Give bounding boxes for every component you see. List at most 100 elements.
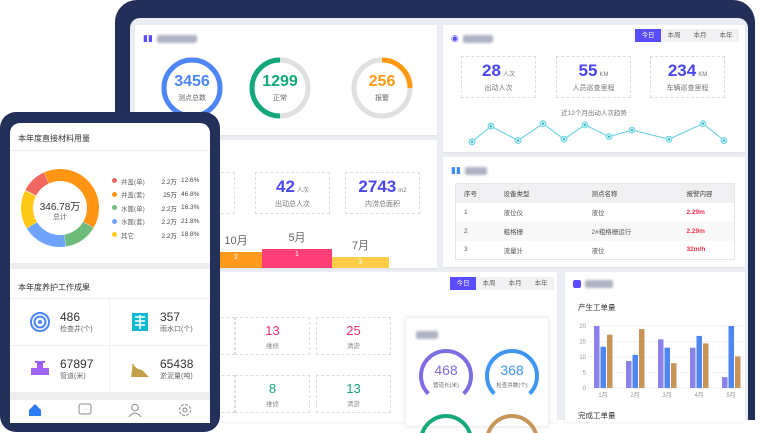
tab-week[interactable]: 本周: [661, 29, 687, 42]
tab-month[interactable]: 本月: [687, 29, 713, 42]
stat-value: 2743: [358, 177, 397, 196]
gauge-value: 468: [434, 362, 458, 378]
stat-label: 人员巡查里程: [572, 85, 615, 92]
ring-gauge: 3456 测点总数: [160, 56, 224, 120]
col-header: 序号: [455, 183, 496, 203]
result-tile[interactable]: 486 检查井(个): [10, 299, 110, 346]
bar: [735, 356, 741, 388]
stat-label: 维修: [266, 401, 279, 408]
bar: [664, 347, 670, 388]
x-tick-label: 2月: [630, 392, 639, 399]
table-cell: 液位: [591, 210, 605, 217]
realtime-data-card: ▮▮ 序号 设备类型 测点名称 报警内容 1 液位仪 液位 2.29m 2 粗格栅 2#粗格…: [443, 157, 745, 267]
x-tick-label: 1月: [598, 392, 607, 399]
legend-amount: 2.2万: [161, 178, 177, 186]
result-value: 357: [160, 310, 181, 324]
arc-gauge: 368 检查井数(个): [484, 348, 540, 404]
stat-value: 13: [346, 381, 361, 396]
gauge-arc: [485, 349, 539, 396]
table-cell: 流量计: [503, 247, 524, 255]
table-cell: 2.29m: [678, 221, 735, 241]
section-separator: [10, 392, 210, 400]
tab-year[interactable]: 本年: [713, 29, 739, 42]
stat-label: 维修: [266, 343, 279, 350]
legend-dot: [112, 205, 117, 211]
table-cell: 液位: [591, 247, 605, 255]
settings-icon: [178, 403, 192, 423]
divider: [10, 298, 210, 299]
tab-month[interactable]: 本月: [502, 277, 528, 290]
ring-gauge: 1299 正常: [248, 56, 312, 120]
gauge-value: 368: [500, 362, 524, 378]
ring-gauge: 256 报警: [350, 56, 414, 120]
stat-staff-mileage: 55 KM 人员巡查里程: [556, 56, 631, 98]
card-title-blurred: [156, 34, 197, 43]
donut-slice: [25, 172, 50, 197]
materials-title: 本年度直接材料用量: [18, 134, 90, 143]
bar: [671, 363, 677, 388]
legend-item: 水篦(套) 2.2万 21.8%: [112, 215, 199, 229]
nav-tab[interactable]: [160, 400, 210, 423]
podium-month: 7月: [351, 240, 370, 252]
chart-title: 产生工单量: [578, 303, 616, 312]
legend-dot: [112, 191, 117, 197]
ring-label: 正常: [273, 95, 287, 102]
result-tile[interactable]: 65438 淤泥量(吨): [110, 346, 210, 393]
donut-slice: [63, 221, 94, 247]
result-label: 管道(米): [60, 373, 86, 380]
y-tick-label: 10: [579, 355, 586, 361]
stat-value: 55: [578, 61, 598, 80]
col-header: 设备类型: [495, 183, 584, 203]
donut-slice: [44, 169, 99, 229]
work-order-bar-chart: 0 5 10 15 20 1月 2月 3月 4月 5月: [579, 324, 745, 399]
bar: [639, 329, 645, 388]
tab-year[interactable]: 本年: [528, 277, 554, 290]
table-cell: 2.29m: [686, 208, 705, 216]
nav-tab[interactable]: ···: [60, 400, 110, 423]
nav-tab[interactable]: [10, 400, 60, 423]
stat-flood-staff: 42 人次 出动总人次: [255, 172, 330, 214]
stat-patrol-count: 28 人次 出动人次: [461, 56, 536, 98]
trend-line-chart: [468, 120, 728, 146]
result-tile[interactable]: 67897 管道(米): [10, 346, 110, 393]
card-title-blurred: [464, 166, 487, 175]
bar: [632, 354, 638, 388]
nav-tab[interactable]: [110, 400, 160, 423]
podium-bar: 3: [332, 257, 389, 268]
table-cell: 粗格栅: [495, 221, 584, 241]
ring-arc: [249, 57, 311, 119]
x-tick-label: 5月: [726, 392, 735, 399]
pie-chart-icon: [573, 280, 581, 288]
gauge-arc-partial: [486, 414, 538, 433]
stat-dredge: 25 清淤: [316, 317, 391, 355]
legend-name: 水篦(单): [121, 205, 145, 213]
tab-today[interactable]: 今日: [450, 277, 476, 290]
stat-value: 13: [265, 323, 280, 338]
ring-value: 1299: [262, 73, 298, 90]
donut-total-label: 总计: [53, 214, 67, 221]
tab-week[interactable]: 本周: [476, 277, 502, 290]
bar-chart-icon: ▮▮: [451, 165, 461, 175]
card-title-blurred: [585, 280, 613, 288]
tab-today[interactable]: 今日: [635, 29, 661, 42]
table-row[interactable]: 1 液位仪 液位 2.29m: [456, 203, 735, 222]
manhole-icon: [30, 312, 50, 332]
stat-unit: KM: [599, 72, 609, 78]
grate-icon: [130, 312, 150, 332]
result-tile[interactable]: 357 雨水口(个): [110, 299, 210, 346]
results-title: 本年度养护工作成果: [18, 283, 90, 292]
stat-value: 25: [346, 323, 361, 338]
card-title-blurred: [416, 331, 438, 339]
section-separator: [10, 263, 210, 269]
arc-gauge: 468 管道长(米): [418, 348, 474, 404]
result-value: 67897: [60, 357, 94, 371]
donut-slice: [21, 190, 38, 229]
legend-dot: [112, 178, 117, 184]
donut-slice: [26, 221, 66, 247]
table-row[interactable]: 2 粗格栅 2#粗格栅运行 2.29m: [455, 221, 735, 241]
ring-value: 3456: [174, 73, 210, 90]
stat-value: 8: [268, 381, 277, 396]
result-label: 淤泥量(吨): [160, 373, 193, 380]
legend-percent: 12.6%: [181, 177, 200, 185]
table-row[interactable]: 3 流量计 液位 32m/h: [456, 241, 735, 260]
